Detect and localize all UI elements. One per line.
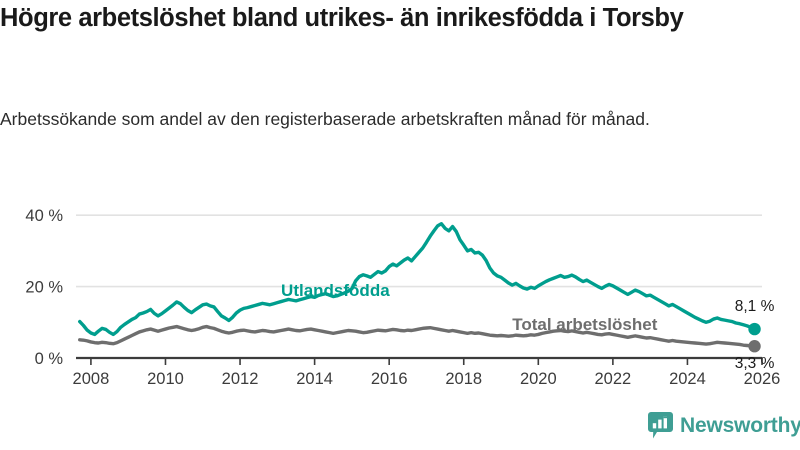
x-tick-label: 2024 (669, 370, 706, 388)
series-end-value-label: 3,3 % (735, 355, 775, 372)
series-line (78, 222, 757, 337)
x-tick-label: 2020 (520, 370, 557, 388)
chart-series-labels: Utlandsfödda Total arbetslöshet (281, 281, 658, 334)
y-tick-label: 0 % (35, 350, 64, 368)
chart-end-value-labels: 8,1 % 3,3 % (735, 298, 775, 372)
line-chart: 0 % 20 % 40 % 2008 2010 2012 2014 2016 2018 2020… (25, 207, 781, 388)
x-tick-label: 2012 (222, 370, 259, 388)
page-title: Högre arbetslöshet bland utrikes- än inr… (0, 4, 684, 32)
logo-wordmark: Newsworthy (680, 413, 800, 437)
series-line (78, 324, 757, 348)
y-axis-tick-labels: 0 % 20 % 40 % (25, 207, 63, 368)
x-tick-label: 2016 (371, 370, 408, 388)
y-tick-label: 20 % (25, 279, 63, 297)
x-tick-label: 2026 (744, 370, 781, 388)
series-end-marker (748, 322, 761, 336)
x-tick-label: 2008 (73, 370, 110, 388)
chart-end-markers (748, 322, 761, 353)
series-label: Total arbetslöshet (512, 315, 657, 334)
bar-chart-speech-bubble-icon (648, 412, 673, 439)
x-tick-label: 2022 (595, 370, 632, 388)
series-end-value-label: 8,1 % (735, 298, 775, 315)
page-subtitle: Arbetssökande som andel av den registerb… (0, 109, 650, 129)
x-axis-ticks (90, 358, 763, 365)
series-label: Utlandsfödda (281, 281, 390, 300)
series-end-marker (748, 340, 761, 353)
newsworthy-logo[interactable]: Newsworthy (648, 412, 800, 439)
x-axis-tick-labels: 2008 2010 2012 2014 2016 2018 2020 2022 2024 2026 (73, 370, 781, 388)
x-tick-label: 2018 (445, 370, 482, 388)
chart-series-lines (78, 222, 757, 348)
y-tick-label: 40 % (25, 207, 63, 225)
x-tick-label: 2010 (147, 370, 184, 388)
chart-container: 0 % 20 % 40 % 2008 2010 2012 2014 2016 2018 2020… (0, 190, 800, 400)
x-tick-label: 2014 (296, 370, 333, 388)
chart-gridlines (76, 214, 762, 288)
